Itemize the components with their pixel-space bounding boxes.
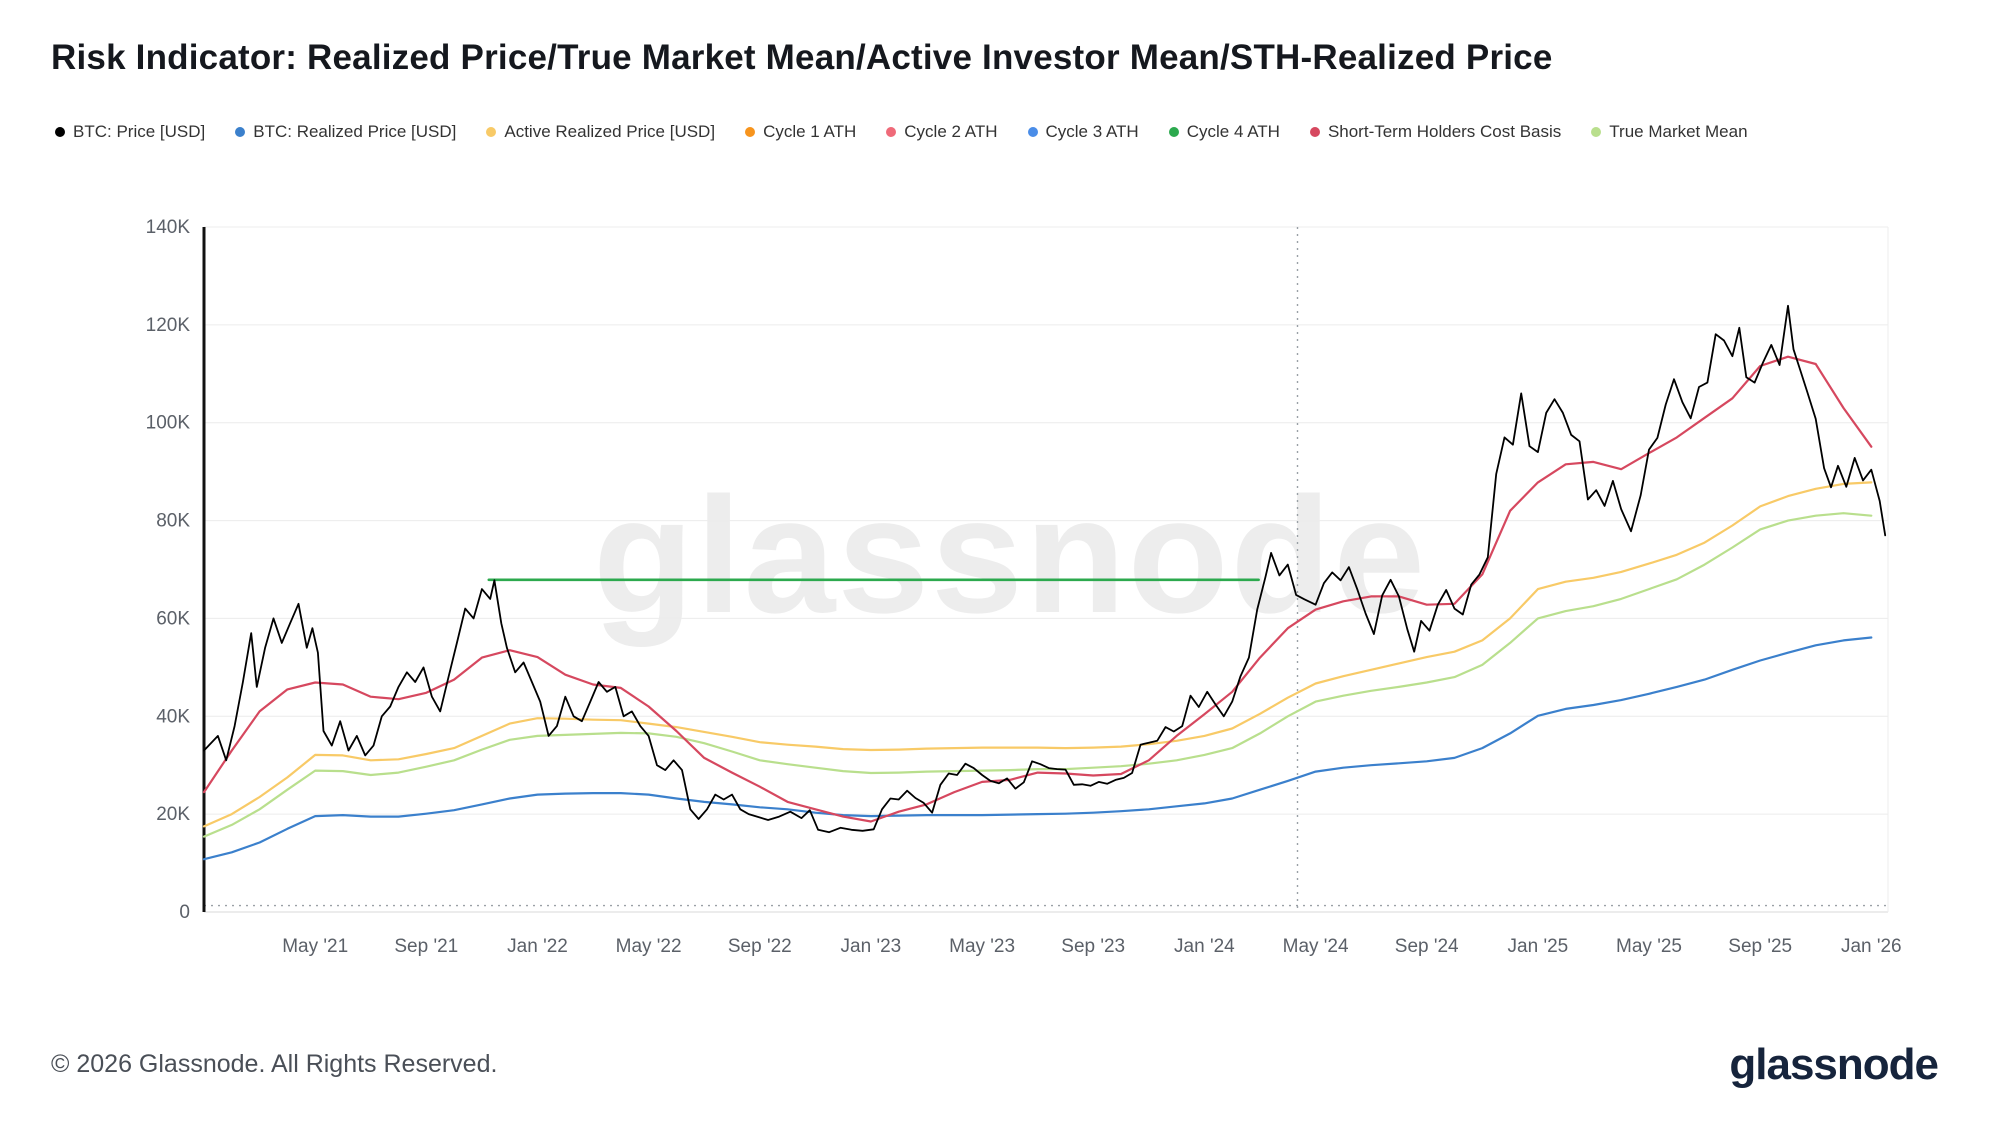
x-axis-label: Jan '24 (1174, 936, 1235, 957)
x-axis-label: Sep '25 (1728, 936, 1792, 957)
legend-label: Cycle 2 ATH (904, 122, 998, 141)
y-axis-label: 120K (146, 315, 191, 336)
legend-label: Cycle 3 ATH (1045, 122, 1139, 141)
glassnode-logo[interactable]: glassnode (1729, 1040, 1939, 1089)
y-axis-label: 20K (156, 804, 190, 825)
series-true-market-mean (202, 512, 1873, 838)
legend-item-8[interactable]: True Market Mean (1591, 122, 1748, 142)
x-axis-label: May '21 (282, 936, 348, 957)
legend: BTC: Price [USD] BTC: Realized Price [USD… (55, 122, 1748, 142)
y-axis-label: 40K (156, 706, 190, 727)
x-axis-label: Sep '21 (394, 936, 458, 957)
legend-label: Cycle 4 ATH (1186, 122, 1280, 141)
legend-dot (55, 127, 65, 137)
legend-dot (1309, 127, 1320, 137)
legend-item-1[interactable]: BTC: Realized Price [USD] (235, 122, 456, 142)
legend-label: BTC: Realized Price [USD] (253, 122, 457, 141)
y-axis-label: 80K (156, 511, 190, 532)
legend-item-3[interactable]: Cycle 1 ATH (745, 122, 856, 142)
legend-dot (1027, 127, 1038, 137)
x-axis-label: Jan '22 (507, 936, 568, 957)
watermark-text: glassnode (593, 463, 1427, 647)
series-btc-realized-price (202, 636, 1873, 861)
legend-dot (1168, 127, 1179, 137)
x-axis-label: May '22 (616, 936, 682, 957)
x-axis-label: Sep '22 (728, 936, 792, 957)
legend-label: Active Realized Price [USD] (504, 122, 716, 141)
legend-label: Short-Term Holders Cost Basis (1327, 122, 1562, 141)
series-btc-price (203, 304, 1887, 834)
copyright-text: © 2026 Glassnode. All Rights Reserved. (51, 1050, 498, 1078)
page-title: Risk Indicator: Realized Price/True Mark… (51, 38, 1553, 77)
legend-item-7[interactable]: Short-Term Holders Cost Basis (1309, 122, 1562, 142)
x-axis-label: Sep '24 (1395, 936, 1459, 957)
series-sth-cost-basis (202, 355, 1873, 823)
legend-label: Cycle 1 ATH (763, 122, 857, 141)
x-axis-label: Jan '23 (841, 936, 902, 957)
x-axis-label: May '24 (1283, 936, 1349, 957)
legend-label: BTC: Price [USD] (73, 122, 206, 141)
legend-item-0[interactable]: BTC: Price [USD] (55, 122, 205, 142)
legend-item-6[interactable]: Cycle 4 ATH (1168, 122, 1280, 142)
x-axis-label: Jan '25 (1508, 936, 1569, 957)
series-active-realized-price (202, 481, 1873, 828)
legend-dot (886, 127, 897, 137)
x-axis-label: May '25 (1616, 936, 1682, 957)
legend-item-2[interactable]: Active Realized Price [USD] (486, 122, 715, 142)
legend-dot (1591, 127, 1602, 137)
y-axis-label: 140K (146, 217, 191, 238)
chart-canvas[interactable]: glassnode 0 20K 40K 60K 80K 100K 120K 140K May '2… (0, 0, 2000, 1010)
x-axis-label: Sep '23 (1061, 936, 1125, 957)
y-axis-label: 100K (146, 413, 191, 434)
x-axis-label: Jan '26 (1841, 936, 1902, 957)
x-axis-label: May '23 (949, 936, 1015, 957)
y-axis-label: 0 (179, 902, 190, 923)
legend-item-5[interactable]: Cycle 3 ATH (1027, 122, 1139, 142)
legend-dot (235, 127, 246, 137)
legend-item-4[interactable]: Cycle 2 ATH (886, 122, 998, 142)
legend-label: True Market Mean (1609, 122, 1748, 141)
legend-dot (745, 127, 756, 137)
legend-dot (486, 127, 497, 137)
y-axis-label: 60K (156, 608, 190, 629)
